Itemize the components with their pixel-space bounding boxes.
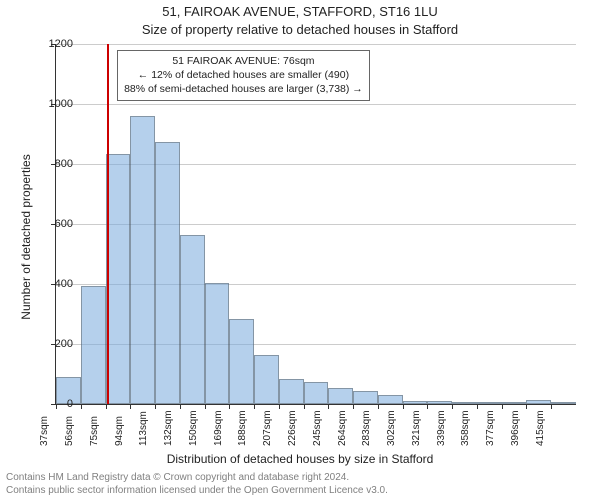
x-tick-label: 245sqm [312,410,323,446]
histogram-bar [502,402,527,404]
x-tick-mark [205,404,206,409]
histogram-bar [279,379,304,405]
x-tick-label: 75sqm [89,416,100,446]
histogram-bar [427,401,452,404]
footer-line-1: Contains HM Land Registry data © Crown c… [6,472,594,485]
x-tick-mark [477,404,478,409]
x-tick-mark [130,404,131,409]
x-tick-mark [403,404,404,409]
x-tick-label: 339sqm [436,410,447,446]
y-tick-label: 400 [33,278,73,290]
y-tick-label: 800 [33,158,73,170]
x-tick-mark [279,404,280,409]
histogram-bar [551,402,576,404]
grid-line [56,44,576,45]
histogram-bar [328,388,353,405]
histogram-bar [304,382,329,405]
x-tick-label: 56sqm [64,416,75,446]
y-axis-label: Number of detached properties [19,127,33,347]
histogram-bar [81,286,106,405]
plot-area: 51 FAIROAK AVENUE: 76sqm← 12% of detache… [55,44,576,405]
y-tick-label: 1000 [33,98,73,110]
info-line-2: ← 12% of detached houses are smaller (49… [124,68,363,82]
histogram-bar [403,401,428,404]
histogram-bar [452,402,477,404]
histogram-bar [180,235,205,405]
x-tick-mark [229,404,230,409]
histogram-bar [205,283,230,405]
x-tick-mark [452,404,453,409]
x-tick-label: 226sqm [287,410,298,446]
x-tick-mark [502,404,503,409]
y-tick-label: 1200 [33,38,73,50]
y-tick-label: 200 [33,338,73,350]
y-tick-label: 0 [33,398,73,410]
page-subtitle: Size of property relative to detached ho… [0,22,600,37]
footer-text: Contains HM Land Registry data © Crown c… [6,472,594,497]
x-tick-mark [180,404,181,409]
property-info-box: 51 FAIROAK AVENUE: 76sqm← 12% of detache… [117,50,370,101]
histogram-bar [526,400,551,405]
y-tick-label: 600 [33,218,73,230]
histogram-bar [254,355,279,405]
info-line-3: 88% of semi-detached houses are larger (… [124,82,363,96]
x-tick-label: 283sqm [361,410,372,446]
histogram-bar [378,395,403,404]
histogram-bar [229,319,254,405]
x-tick-label: 113sqm [138,411,149,446]
histogram-bar [130,116,155,404]
grid-line [56,104,576,105]
x-tick-label: 264sqm [337,410,348,446]
x-tick-mark [155,404,156,409]
x-tick-label: 415sqm [535,410,546,446]
x-tick-label: 132sqm [163,410,174,446]
x-tick-mark [304,404,305,409]
x-tick-label: 396sqm [510,410,521,446]
x-tick-label: 358sqm [460,410,471,446]
x-tick-mark [551,404,552,409]
x-tick-mark [526,404,527,409]
info-line-1: 51 FAIROAK AVENUE: 76sqm [124,54,363,68]
property-marker-line [107,44,109,404]
x-tick-label: 169sqm [213,410,224,446]
page-title: 51, FAIROAK AVENUE, STAFFORD, ST16 1LU [0,4,600,19]
x-tick-label: 150sqm [188,410,199,446]
x-tick-label: 321sqm [411,410,422,446]
histogram-bar [353,391,378,405]
x-tick-mark [254,404,255,409]
histogram-bar [106,154,131,405]
footer-line-2: Contains public sector information licen… [6,485,594,498]
x-tick-mark [328,404,329,409]
x-tick-label: 94sqm [114,416,125,446]
x-tick-label: 377sqm [485,410,496,446]
x-tick-label: 37sqm [39,416,50,446]
x-tick-mark [81,404,82,409]
x-tick-label: 188sqm [237,410,248,446]
histogram-bar [155,142,180,405]
histogram-bar [477,402,502,404]
x-tick-mark [427,404,428,409]
x-tick-mark [353,404,354,409]
x-tick-label: 207sqm [262,410,273,446]
x-tick-label: 302sqm [386,410,397,446]
x-tick-mark [106,404,107,409]
x-tick-mark [378,404,379,409]
x-axis-label: Distribution of detached houses by size … [0,452,600,466]
